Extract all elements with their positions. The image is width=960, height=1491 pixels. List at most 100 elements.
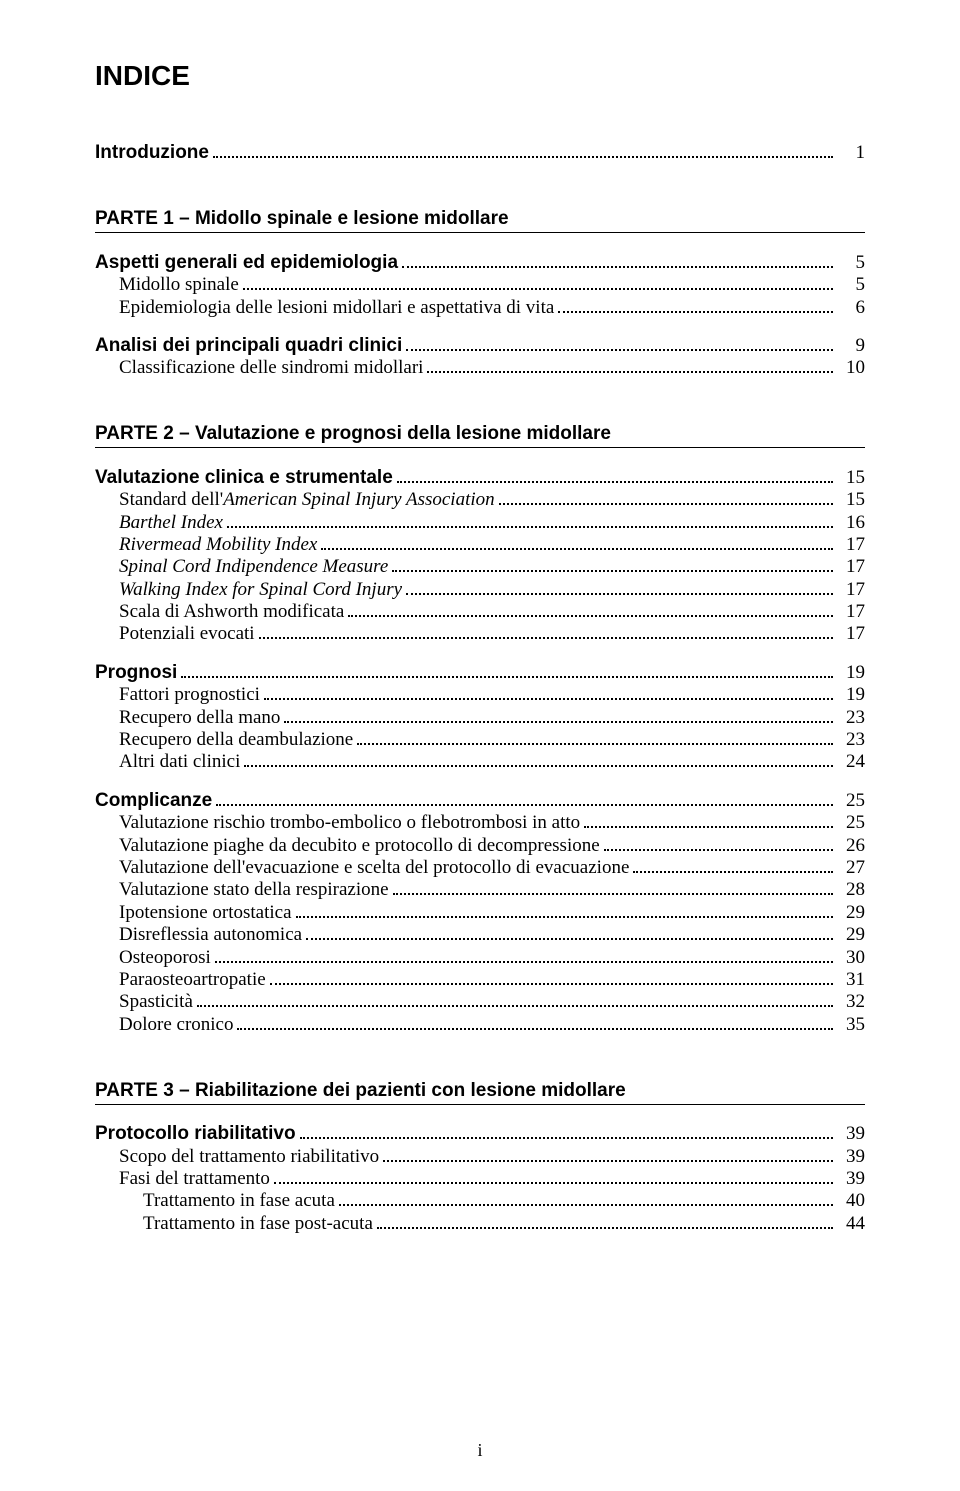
toc-entry-page: 39 xyxy=(837,1123,865,1145)
toc-leader-dots xyxy=(348,601,833,617)
toc-entry-label: Dolore cronico xyxy=(95,1014,233,1036)
toc-entry: Classificazione delle sindromi midollari… xyxy=(95,357,865,379)
toc-leader-dots xyxy=(393,879,833,895)
toc-entry-page: 32 xyxy=(837,991,865,1013)
toc-leader-dots xyxy=(499,489,833,505)
toc-leader-dots xyxy=(339,1190,833,1206)
toc-leader-dots xyxy=(215,946,833,962)
toc-entry-page: 19 xyxy=(837,662,865,684)
toc-entry: Complicanze 25 xyxy=(95,789,865,811)
toc-entry-label: Spinal Cord Indipendence Measure xyxy=(95,556,388,578)
toc-entry-page: 17 xyxy=(837,534,865,556)
spacer xyxy=(95,319,865,335)
toc-entry-page: 25 xyxy=(837,812,865,834)
toc-entry-label: Valutazione rischio trombo-embolico o fl… xyxy=(95,812,580,834)
toc-entry-label: Valutazione stato della respirazione xyxy=(95,879,389,901)
toc-entry-page: 6 xyxy=(837,297,865,319)
toc-leader-dots xyxy=(383,1145,833,1161)
toc-entry-label: Ipotensione ortostatica xyxy=(95,902,292,924)
toc-leader-dots xyxy=(306,924,833,940)
toc-entry-page: 15 xyxy=(837,489,865,511)
toc-entry: Prognosi19 xyxy=(95,661,865,683)
spacer xyxy=(95,645,865,661)
toc-entry-page: 9 xyxy=(837,335,865,357)
toc-entry: Valutazione dell'evacuazione e scelta de… xyxy=(95,857,865,879)
toc-entry: Disreflessia autonomica29 xyxy=(95,924,865,946)
toc-entry-label: Trattamento in fase acuta xyxy=(95,1190,335,1212)
toc-leader-dots xyxy=(296,901,833,917)
toc-leader-dots xyxy=(284,706,833,722)
table-of-contents: Introduzione1PARTE 1 – Midollo spinale e… xyxy=(95,142,865,1235)
toc-leader-dots xyxy=(357,729,833,745)
toc-entry-page: 17 xyxy=(837,556,865,578)
toc-entry-label: Paraosteoartropatie xyxy=(95,969,266,991)
toc-leader-dots xyxy=(406,335,833,351)
toc-entry-page: 28 xyxy=(837,879,865,901)
toc-leader-dots xyxy=(270,969,833,985)
toc-entry-page: 16 xyxy=(837,512,865,534)
toc-leader-dots xyxy=(213,142,833,158)
toc-entry: Valutazione stato della respirazione 28 xyxy=(95,879,865,901)
toc-entry-label: Epidemiologia delle lesioni midollari e … xyxy=(95,297,554,319)
toc-entry-page: 23 xyxy=(837,707,865,729)
toc-entry-label: Complicanze xyxy=(95,790,212,812)
toc-leader-dots xyxy=(274,1168,833,1184)
toc-entry-page: 39 xyxy=(837,1146,865,1168)
toc-entry: Potenziali evocati17 xyxy=(95,623,865,645)
toc-entry: Trattamento in fase post-acuta44 xyxy=(95,1212,865,1234)
spacer xyxy=(95,773,865,789)
toc-entry-label: Valutazione piaghe da decubito e protoco… xyxy=(95,835,600,857)
toc-entry-page: 17 xyxy=(837,579,865,601)
toc-entry-page: 31 xyxy=(837,969,865,991)
toc-entry-label: Walking Index for Spinal Cord Injury xyxy=(95,579,402,601)
part-heading: PARTE 3 – Riabilitazione dei pazienti co… xyxy=(95,1080,865,1105)
toc-entry-page: 1 xyxy=(837,142,865,164)
toc-entry: Valutazione piaghe da decubito e protoco… xyxy=(95,834,865,856)
toc-entry: Scopo del trattamento riabilitativo 39 xyxy=(95,1145,865,1167)
toc-entry-page: 29 xyxy=(837,924,865,946)
part-heading: PARTE 2 – Valutazione e prognosi della l… xyxy=(95,423,865,448)
toc-entry-page: 23 xyxy=(837,729,865,751)
toc-entry: Fattori prognostici19 xyxy=(95,684,865,706)
toc-entry-page: 10 xyxy=(837,357,865,379)
toc-entry: Epidemiologia delle lesioni midollari e … xyxy=(95,296,865,318)
toc-entry: Osteoporosi 30 xyxy=(95,946,865,968)
toc-leader-dots xyxy=(427,357,833,373)
toc-entry: Midollo spinale5 xyxy=(95,274,865,296)
toc-entry-page: 24 xyxy=(837,751,865,773)
toc-entry-page: 15 xyxy=(837,467,865,489)
toc-leader-dots xyxy=(397,466,833,482)
toc-entry-label: Scopo del trattamento riabilitativo xyxy=(95,1146,379,1168)
toc-entry-page: 39 xyxy=(837,1168,865,1190)
toc-entry: Paraosteoartropatie 31 xyxy=(95,969,865,991)
toc-entry: Fasi del trattamento 39 xyxy=(95,1168,865,1190)
toc-entry: Standard dell'American Spinal Injury Ass… xyxy=(95,489,865,511)
toc-entry-label: Trattamento in fase post-acuta xyxy=(95,1213,373,1235)
toc-entry-label: Osteoporosi xyxy=(95,947,211,969)
toc-leader-dots xyxy=(300,1123,833,1139)
toc-entry: Valutazione clinica e strumentale15 xyxy=(95,466,865,488)
toc-entry-label: Potenziali evocati xyxy=(95,623,255,645)
toc-entry-label: Fasi del trattamento xyxy=(95,1168,270,1190)
toc-entry-label: Recupero della mano xyxy=(95,707,280,729)
toc-leader-dots xyxy=(321,534,833,550)
toc-entry-page: 5 xyxy=(837,252,865,274)
toc-entry-page: 25 xyxy=(837,790,865,812)
toc-entry-label: Analisi dei principali quadri clinici xyxy=(95,335,402,357)
toc-entry-label: Protocollo riabilitativo xyxy=(95,1123,296,1145)
page-title: INDICE xyxy=(95,60,865,92)
toc-entry: Recupero della deambulazione 23 xyxy=(95,729,865,751)
toc-leader-dots xyxy=(264,684,833,700)
toc-entry: Dolore cronico35 xyxy=(95,1013,865,1035)
toc-entry-label: Recupero della deambulazione xyxy=(95,729,353,751)
toc-entry-page: 30 xyxy=(837,947,865,969)
toc-leader-dots xyxy=(181,661,833,677)
toc-entry-label: Introduzione xyxy=(95,142,209,164)
toc-entry-label: Standard dell'American Spinal Injury Ass… xyxy=(95,489,495,511)
toc-entry: Aspetti generali ed epidemiologia5 xyxy=(95,251,865,273)
toc-entry: Spinal Cord Indipendence Measure 17 xyxy=(95,556,865,578)
toc-leader-dots xyxy=(259,623,833,639)
toc-entry: Barthel Index16 xyxy=(95,511,865,533)
toc-leader-dots xyxy=(237,1013,833,1029)
toc-entry: Spasticità32 xyxy=(95,991,865,1013)
